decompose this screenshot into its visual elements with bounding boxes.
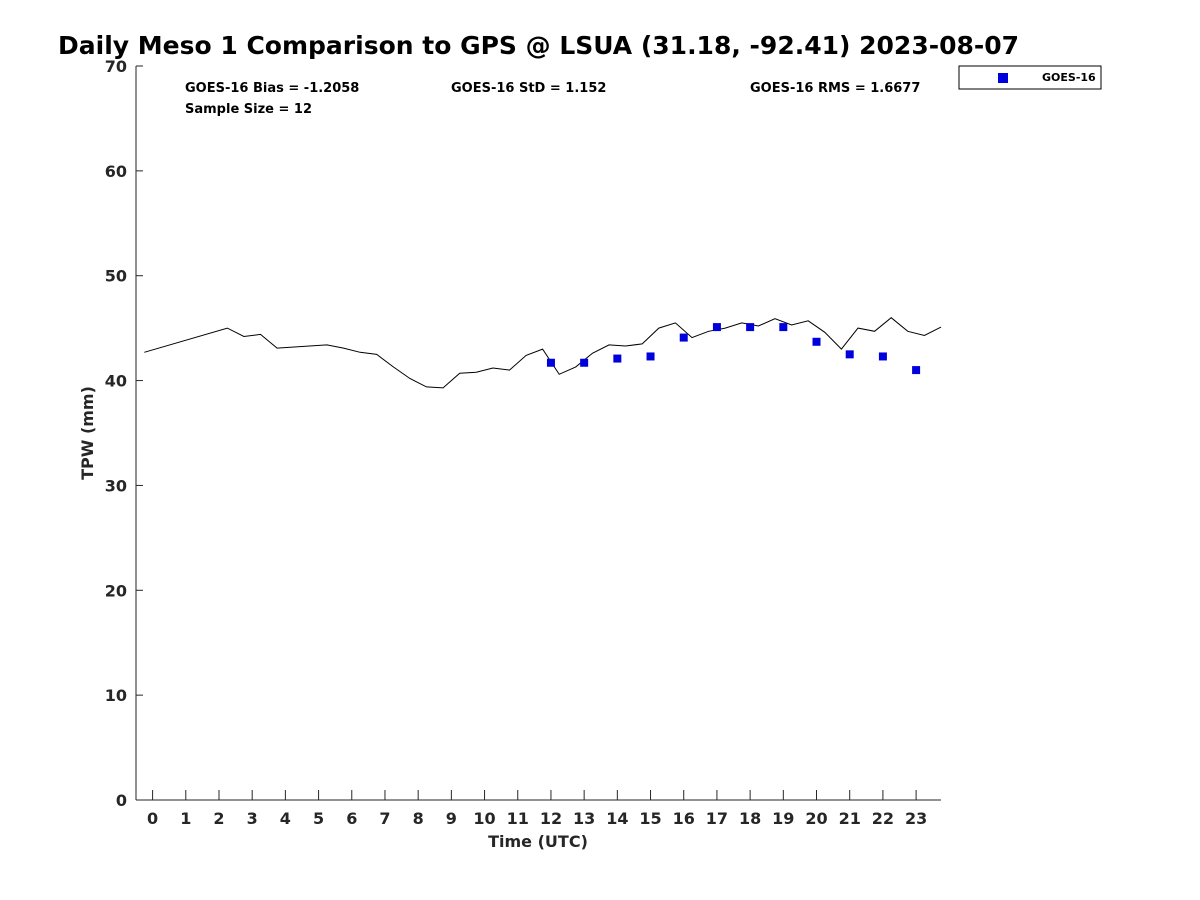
x-tick-label: 17 <box>706 809 728 828</box>
x-tick-label: 12 <box>540 809 562 828</box>
y-tick-label: 20 <box>105 581 127 600</box>
x-tick-label: 7 <box>379 809 390 828</box>
goes16-point <box>613 354 622 363</box>
x-tick-label: 2 <box>213 809 224 828</box>
goes16-point <box>878 352 887 361</box>
y-tick-label: 0 <box>116 791 127 810</box>
goes16-point <box>646 352 655 361</box>
goes16-point <box>580 358 589 367</box>
x-tick-label: 11 <box>507 809 529 828</box>
y-ticks: 0 10 20 30 40 50 60 70 <box>105 57 143 810</box>
legend-box <box>958 65 1102 90</box>
x-ticks: 0 1 2 3 4 5 6 7 8 9 10 11 12 13 14 15 16 17 18 19 20 21 22 23 <box>147 790 927 828</box>
goes16-point <box>812 337 821 346</box>
y-tick-label: 50 <box>105 267 127 286</box>
y-tick-label: 60 <box>105 162 127 181</box>
x-tick-label: 14 <box>606 809 628 828</box>
x-tick-label: 22 <box>872 809 894 828</box>
x-axis-label: Time (UTC) <box>488 832 588 851</box>
x-tick-label: 0 <box>147 809 158 828</box>
x-tick-label: 1 <box>180 809 191 828</box>
goes16-point <box>546 358 555 367</box>
y-tick-label: 40 <box>105 372 127 391</box>
y-tick-label: 30 <box>105 476 127 495</box>
goes16-point <box>779 323 788 332</box>
goes16-point <box>746 323 755 332</box>
x-tick-label: 15 <box>639 809 661 828</box>
legend-label-goes16: GOES-16 <box>1042 71 1096 84</box>
x-tick-label: 9 <box>446 809 457 828</box>
y-tick-label: 10 <box>105 686 127 705</box>
x-tick-label: 16 <box>673 809 695 828</box>
x-tick-label: 6 <box>346 809 357 828</box>
series-layer <box>144 317 942 389</box>
y-axis-label: TPW (mm) <box>78 386 97 480</box>
legend-marker-goes16 <box>998 73 1008 83</box>
goes16-point <box>679 333 688 342</box>
goes16-point <box>845 350 854 359</box>
x-tick-label: 20 <box>805 809 827 828</box>
x-tick-label: 4 <box>280 809 291 828</box>
stat-rms: GOES-16 RMS = 1.6677 <box>750 81 920 96</box>
gps-tpw-line <box>144 317 942 389</box>
x-tick-label: 10 <box>473 809 495 828</box>
goes16-point <box>712 323 721 332</box>
x-tick-label: 3 <box>247 809 258 828</box>
chart-title: Daily Meso 1 Comparison to GPS @ LSUA (3… <box>58 31 1019 60</box>
y-tick-label: 70 <box>105 57 127 76</box>
x-tick-label: 18 <box>739 809 761 828</box>
goes16-point <box>912 366 921 375</box>
x-tick-label: 21 <box>839 809 861 828</box>
x-tick-label: 19 <box>772 809 794 828</box>
x-tick-label: 13 <box>573 809 595 828</box>
stat-bias: GOES-16 Bias = -1.2058 <box>185 81 359 96</box>
x-tick-label: 23 <box>905 809 927 828</box>
stat-sample-size: Sample Size = 12 <box>185 102 312 117</box>
x-tick-label: 5 <box>313 809 324 828</box>
x-tick-label: 8 <box>413 809 424 828</box>
legend: GOES-16 <box>958 65 1102 90</box>
stat-std: GOES-16 StD = 1.152 <box>451 81 606 96</box>
